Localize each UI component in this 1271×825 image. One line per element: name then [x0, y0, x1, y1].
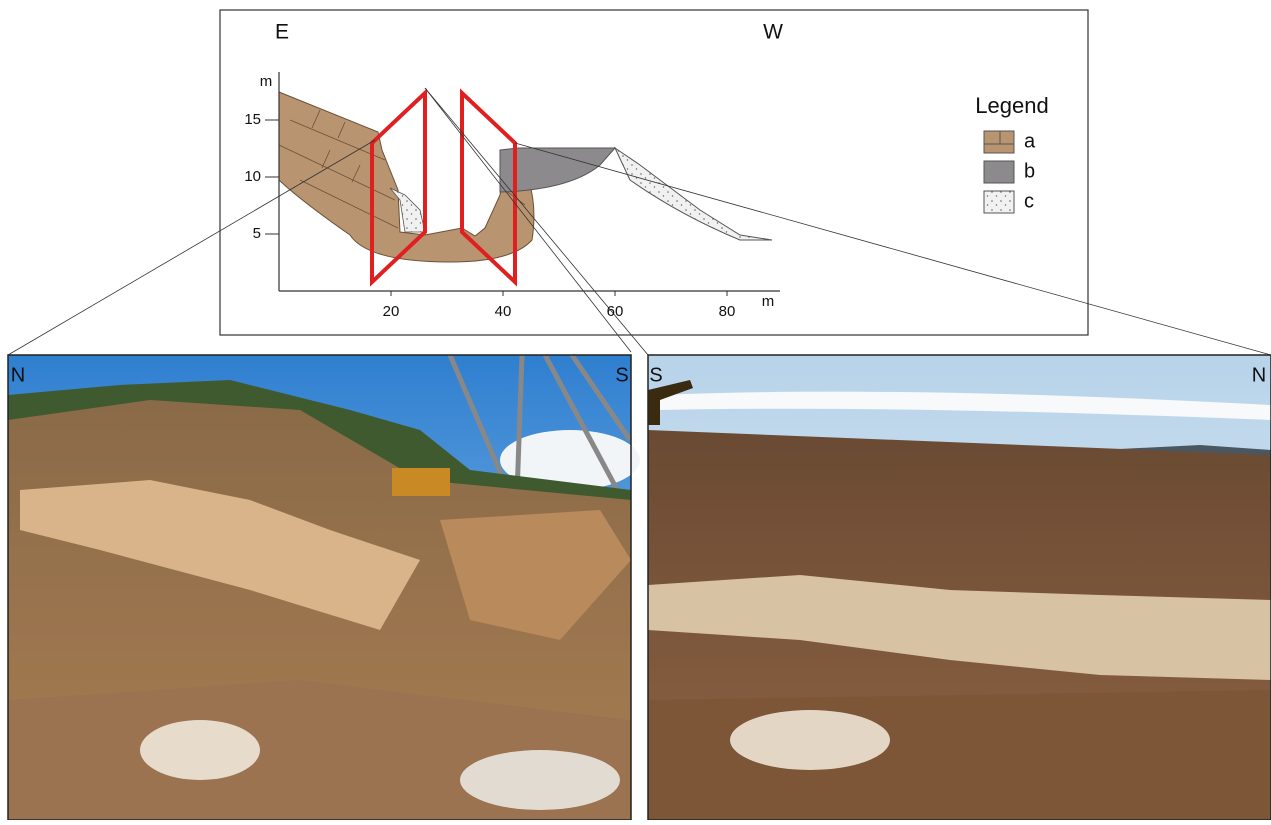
y-tick-label: 10: [244, 168, 261, 185]
x-unit: m: [762, 293, 775, 310]
legend-label: a: [1024, 130, 1036, 152]
x-tick-label: 80: [719, 303, 736, 320]
legend-swatch: [983, 130, 1015, 154]
layer-lines: [278, 109, 526, 229]
connector-lines: [7, 87, 1271, 356]
layer-b: [499, 147, 617, 193]
photo-label: S: [649, 364, 662, 386]
y-unit: m: [260, 73, 273, 90]
photo-label: N: [11, 364, 25, 386]
x-tick-label: 60: [607, 303, 624, 320]
layer-c: [613, 146, 773, 241]
photo-right: [647, 354, 1271, 821]
direction-label: E: [275, 21, 289, 44]
photo-left: [7, 353, 640, 821]
legend-label: c: [1024, 190, 1034, 212]
photo-label: S: [615, 364, 628, 386]
section-marker: [370, 88, 427, 287]
photo-label: N: [1252, 364, 1266, 386]
x-tick-label: 40: [495, 303, 512, 320]
legend-label: b: [1024, 160, 1035, 182]
y-tick-label: 15: [244, 111, 261, 128]
y-tick-label: 5: [253, 225, 261, 242]
legend-swatch: [983, 190, 1015, 214]
legend-title: Legend: [975, 93, 1048, 118]
x-tick-label: 20: [383, 303, 400, 320]
section-marker: [460, 88, 517, 287]
direction-label: W: [763, 21, 783, 44]
legend-swatch: [983, 160, 1015, 184]
